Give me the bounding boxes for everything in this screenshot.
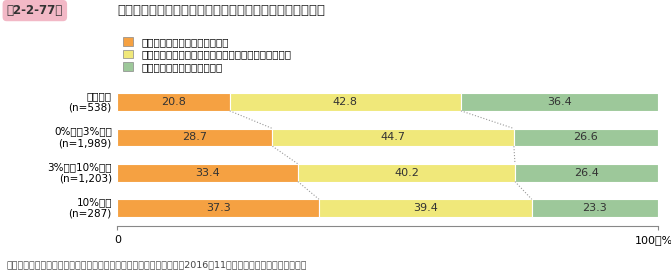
Text: 23.3: 23.3 bbox=[582, 203, 607, 213]
Text: 44.7: 44.7 bbox=[380, 132, 406, 142]
Text: 26.4: 26.4 bbox=[574, 168, 599, 178]
Text: 40.2: 40.2 bbox=[394, 168, 419, 178]
Bar bbox=[229, 93, 461, 111]
Bar bbox=[319, 199, 531, 217]
Text: 資料：中小企業庁委託「企業経営の継続に関するアンケート調査」（2016年11月、（株）東京商工リサーチ）: 資料：中小企業庁委託「企業経営の継続に関するアンケート調査」（2016年11月、… bbox=[7, 260, 307, 269]
Text: 20.8: 20.8 bbox=[161, 97, 186, 107]
Text: 26.6: 26.6 bbox=[573, 132, 598, 142]
Text: 42.8: 42.8 bbox=[333, 97, 358, 107]
Bar bbox=[117, 129, 272, 146]
Bar bbox=[272, 129, 514, 146]
Text: 37.3: 37.3 bbox=[206, 203, 231, 213]
Legend: 定期的に評価額を算出している, 不定期だが評価額を算出している（一回のみを含む）, 評価額を算出したことがない: 定期的に評価額を算出している, 不定期だが評価額を算出している（一回のみを含む）… bbox=[123, 37, 291, 72]
Text: 売上高経常利益率別に見た、自社株式の評価額の算出状況: 売上高経常利益率別に見た、自社株式の評価額の算出状況 bbox=[117, 4, 325, 17]
Bar bbox=[117, 199, 319, 217]
Text: 第2-2-77図: 第2-2-77図 bbox=[7, 4, 63, 17]
Bar bbox=[117, 93, 229, 111]
Text: 39.4: 39.4 bbox=[413, 203, 437, 213]
Bar bbox=[531, 199, 658, 217]
Text: 36.4: 36.4 bbox=[547, 97, 572, 107]
Text: 28.7: 28.7 bbox=[183, 132, 207, 142]
Bar bbox=[298, 164, 515, 182]
Bar bbox=[514, 129, 658, 146]
Bar bbox=[117, 164, 298, 182]
Bar bbox=[461, 93, 658, 111]
Text: 33.4: 33.4 bbox=[195, 168, 220, 178]
Bar bbox=[515, 164, 658, 182]
